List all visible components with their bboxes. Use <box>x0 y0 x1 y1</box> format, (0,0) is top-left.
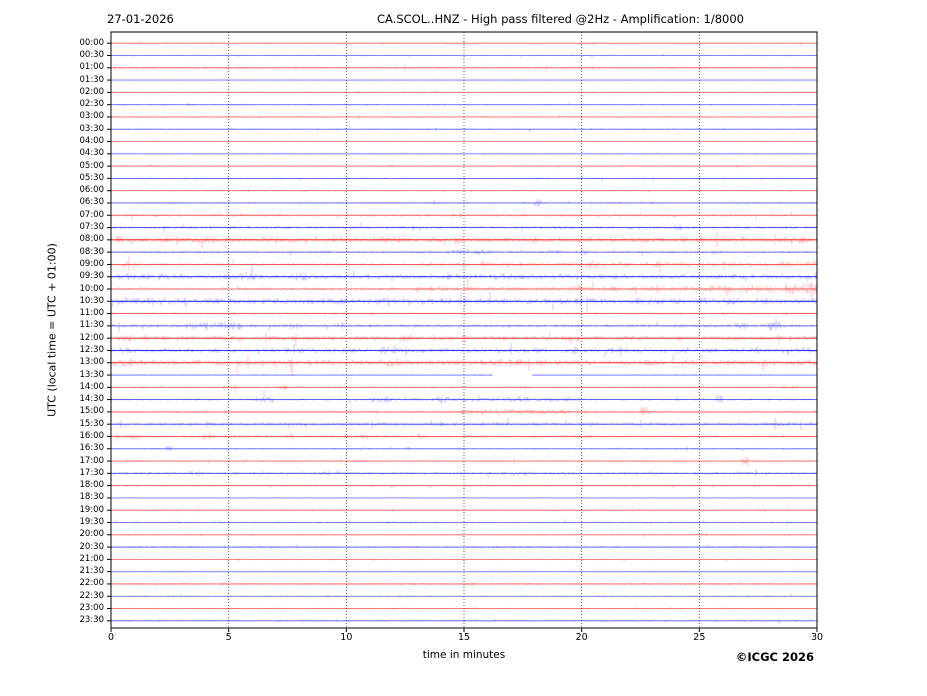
y-tick-label: 01:30 <box>79 74 105 85</box>
x-tick-label: 25 <box>693 632 706 643</box>
x-tick-label: 0 <box>107 632 115 643</box>
y-tick-label: 09:00 <box>79 258 105 269</box>
date-title: 27-01-2026 <box>107 12 174 26</box>
y-tick-label: 20:00 <box>79 529 105 540</box>
y-tick-label: 12:00 <box>79 332 105 343</box>
x-tick-label: 10 <box>340 632 353 643</box>
y-tick-label: 03:00 <box>79 111 105 122</box>
y-tick-label: 12:30 <box>79 344 105 355</box>
y-tick-label: 05:00 <box>79 160 105 171</box>
y-tick-label: 23:30 <box>79 615 105 626</box>
y-tick-label: 19:00 <box>79 504 105 515</box>
y-tick-label: 23:00 <box>79 603 105 614</box>
x-tick-label: 20 <box>575 632 588 643</box>
y-tick-label: 18:30 <box>79 492 105 503</box>
y-tick-label: 04:00 <box>79 136 105 147</box>
y-tick-label: 18:00 <box>79 480 105 491</box>
y-tick-label: 01:00 <box>79 62 105 73</box>
y-tick-label: 08:00 <box>79 234 105 245</box>
y-tick-label: 09:30 <box>79 271 105 282</box>
y-tick-label: 10:30 <box>79 295 105 306</box>
x-axis-label: time in minutes <box>422 649 506 661</box>
y-tick-label: 13:00 <box>79 357 105 368</box>
y-tick-label: 05:30 <box>79 172 105 183</box>
y-tick-label: 22:30 <box>79 590 105 601</box>
y-tick-label: 06:00 <box>79 185 105 196</box>
y-tick-label: 06:30 <box>79 197 105 208</box>
y-tick-label: 07:00 <box>79 209 105 220</box>
y-tick-label: 21:00 <box>79 553 105 564</box>
y-tick-label: 04:30 <box>79 148 105 159</box>
y-tick-label: 03:30 <box>79 123 105 134</box>
y-tick-label: 17:00 <box>79 455 105 466</box>
y-tick-label: 10:00 <box>79 283 105 294</box>
y-tick-label: 13:30 <box>79 369 105 380</box>
y-tick-label: 02:30 <box>79 99 105 110</box>
x-tick-label: 5 <box>225 632 232 643</box>
y-tick-label: 16:30 <box>79 443 105 454</box>
y-tick-label: 17:30 <box>79 467 105 478</box>
y-tick-label: 20:30 <box>79 541 105 552</box>
y-tick-label: 02:00 <box>79 86 105 97</box>
y-tick-label: 14:00 <box>79 381 105 392</box>
y-tick-label: 21:30 <box>79 566 105 577</box>
y-tick-label: 08:30 <box>79 246 105 257</box>
y-tick-label: 00:30 <box>79 49 105 60</box>
y-tick-label: 22:00 <box>79 578 105 589</box>
y-tick-label: 19:30 <box>79 517 105 527</box>
y-tick-label: 07:30 <box>79 222 105 233</box>
y-tick-label: 16:00 <box>79 430 105 441</box>
y-tick-label: 11:30 <box>79 320 105 331</box>
page-title: CA.SCOL..HNZ - High pass filtered @2Hz -… <box>377 12 744 26</box>
copyright-text: ©ICGC 2026 <box>735 650 814 664</box>
y-tick-label: 11:00 <box>79 308 105 319</box>
y-tick-label: 15:00 <box>79 406 105 417</box>
x-tick-label: 30 <box>810 632 824 643</box>
y-tick-label: 14:30 <box>79 394 105 405</box>
y-tick-label: 00:00 <box>79 37 105 48</box>
y-tick-label: 15:30 <box>79 418 105 429</box>
x-tick-label: 15 <box>457 632 471 643</box>
